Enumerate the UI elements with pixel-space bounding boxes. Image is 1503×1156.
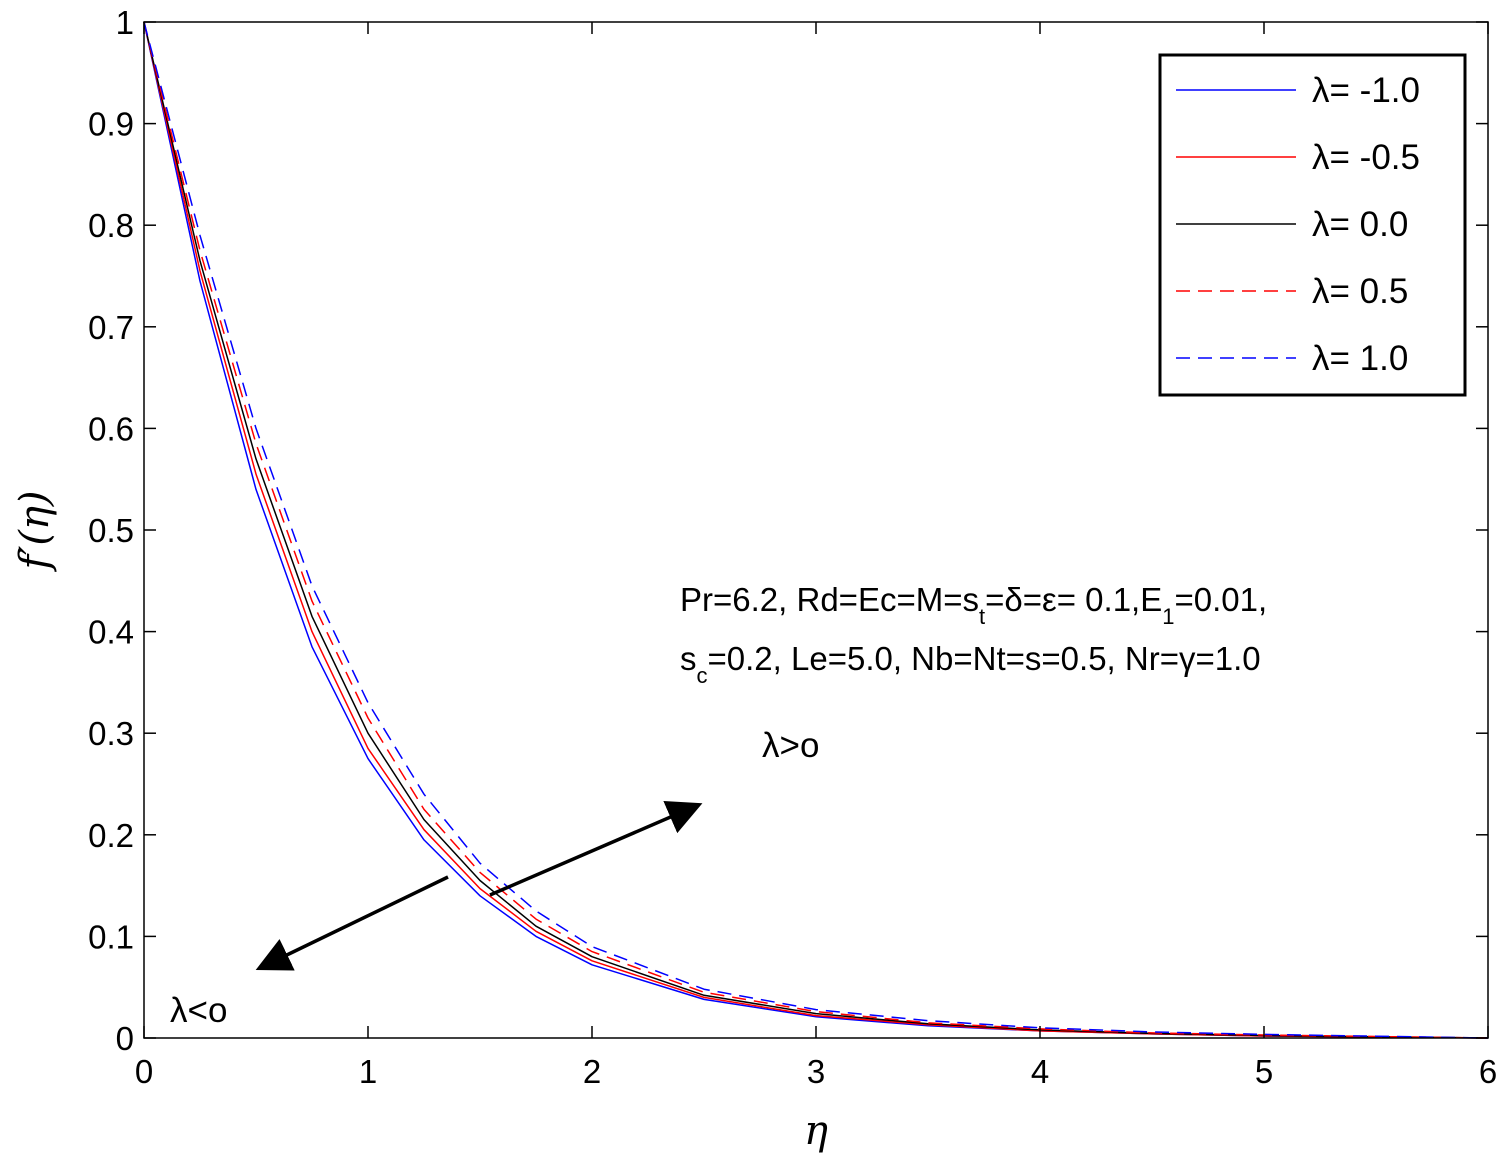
y-tick-label: 0.3 bbox=[88, 715, 134, 752]
series-layer bbox=[143, 21, 1489, 1039]
params-line-1-b: =δ=ε= 0.1,E bbox=[985, 581, 1162, 618]
params-line-1-a: Pr=6.2, Rd=Ec=M=s bbox=[680, 581, 979, 618]
series-line-2 bbox=[143, 21, 1489, 1039]
x-axis-title: η bbox=[804, 1108, 828, 1154]
y-tick-label: 0.9 bbox=[88, 106, 134, 143]
y-axis-title: f′(η) bbox=[12, 490, 58, 572]
x-tick-label: 0 bbox=[135, 1053, 153, 1090]
ticks-layer: 0 1 2 3 4 5 6 0 0.1 0.2 0.3 0.4 0.5 0.6 0.7 0.8 0.9 1 bbox=[88, 4, 1497, 1090]
legend-label: λ= 1.0 bbox=[1312, 339, 1408, 378]
y-tick-label: 0.2 bbox=[88, 817, 134, 854]
arrow-up-label: λ>o bbox=[762, 726, 819, 765]
y-tick-label: 0.5 bbox=[88, 512, 134, 549]
y-tick-label: 0.1 bbox=[88, 918, 134, 955]
legend-box bbox=[1158, 53, 1467, 397]
series-line-4 bbox=[143, 21, 1489, 1039]
y-tick-label: 0 bbox=[116, 1020, 134, 1057]
params-line-2-s: s bbox=[680, 640, 697, 677]
x-tick-label: 5 bbox=[1255, 1053, 1273, 1090]
params-line-1-c: =0.01, bbox=[1174, 581, 1267, 618]
x-tick-label: 1 bbox=[359, 1053, 377, 1090]
params-line-2: sc=0.2, Le=5.0, Nb=Nt=s=0.5, Nr=γ=1.0 bbox=[680, 640, 1261, 688]
legend-label: λ= -1.0 bbox=[1312, 71, 1420, 110]
params-line-2-sub-c: c bbox=[697, 663, 708, 688]
arrow-decreasing bbox=[255, 875, 449, 971]
y-tick-label: 0.4 bbox=[88, 614, 134, 651]
params-line-1-sub-1: 1 bbox=[1162, 604, 1174, 629]
x-tick-label: 6 bbox=[1479, 1053, 1497, 1090]
legend-entries: λ= -1.0 λ= -0.5 λ= 0.0 λ= 0.5 λ= 1.0 bbox=[1176, 71, 1420, 378]
params-line-1: Pr=6.2, Rd=Ec=M=st=δ=ε= 0.1,E1=0.01, bbox=[680, 581, 1267, 629]
y-tick-label: 0.8 bbox=[88, 207, 134, 244]
arrow-down-label: λ<o bbox=[170, 991, 227, 1030]
x-tick-label: 3 bbox=[807, 1053, 825, 1090]
y-tick-label: 0.6 bbox=[88, 410, 134, 447]
arrow-increasing bbox=[489, 801, 703, 897]
legend: λ= -1.0 λ= -0.5 λ= 0.0 λ= 0.5 λ= 1.0 bbox=[1158, 53, 1467, 397]
x-tick-label: 2 bbox=[583, 1053, 601, 1090]
legend-label: λ= 0.0 bbox=[1312, 205, 1408, 244]
y-tick-label: 0.7 bbox=[88, 309, 134, 346]
legend-label: λ= -0.5 bbox=[1312, 138, 1420, 177]
legend-label: λ= 0.5 bbox=[1312, 272, 1408, 311]
x-tick-label: 4 bbox=[1031, 1053, 1049, 1090]
params-line-1-sub-t: t bbox=[979, 604, 985, 629]
series-line-3 bbox=[143, 21, 1489, 1039]
y-tick-label: 1 bbox=[116, 4, 134, 41]
params-line-2-rest: =0.2, Le=5.0, Nb=Nt=s=0.5, Nr=γ=1.0 bbox=[708, 640, 1261, 677]
